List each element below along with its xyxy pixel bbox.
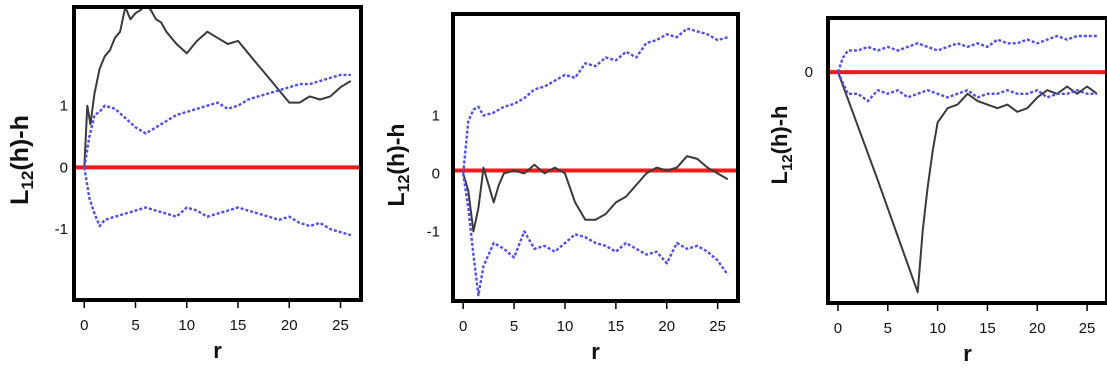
plot-area bbox=[74, 7, 361, 237]
x-tick-label: 15 bbox=[608, 318, 625, 335]
x-tick-label: 20 bbox=[1029, 320, 1046, 337]
x-tick-label: 10 bbox=[929, 320, 946, 337]
y-tick-label: 0 bbox=[432, 165, 440, 182]
chart-panel-3: 0 5 10 15 20 25 0 r L12(h)-h bbox=[767, 16, 1107, 366]
x-tick-label: 10 bbox=[178, 317, 195, 334]
y-tick-label: 1 bbox=[432, 107, 440, 124]
y-tick-label: 1 bbox=[60, 98, 68, 115]
upper-envelope-line bbox=[83, 73, 351, 168]
lower-envelope-line bbox=[836, 71, 1097, 103]
y-axis-label-main: L bbox=[767, 171, 792, 184]
observed-line bbox=[837, 71, 1098, 294]
x-tick-label: 5 bbox=[131, 317, 139, 334]
y-axis-label-subscript: 12 bbox=[18, 171, 37, 190]
x-tick-label: 25 bbox=[332, 317, 349, 334]
x-tick-label: 0 bbox=[80, 317, 88, 334]
x-tick-label: 25 bbox=[709, 318, 726, 335]
observed-line bbox=[462, 155, 729, 233]
plot-frame bbox=[72, 5, 363, 302]
plot-frame bbox=[451, 12, 740, 303]
y-axis-label-main: L bbox=[383, 192, 409, 206]
x-tick-label: 0 bbox=[834, 320, 842, 337]
y-axis-label: L12(h)-h bbox=[383, 124, 413, 207]
x-tick-label: 15 bbox=[230, 317, 247, 334]
x-tick-label: 20 bbox=[658, 318, 675, 335]
y-axis-label: L12(h)-h bbox=[6, 115, 37, 205]
y-axis-label-rest: (h)-h bbox=[383, 124, 409, 175]
x-axis-label: r bbox=[591, 339, 600, 364]
x-tick-label: 15 bbox=[979, 320, 996, 337]
x-tick-label: 20 bbox=[281, 317, 298, 334]
y-axis-label-rest: (h)-h bbox=[767, 106, 792, 155]
upper-envelope-line bbox=[836, 34, 1097, 73]
x-tick-label: 5 bbox=[510, 318, 518, 335]
y-axis-label-subscript: 12 bbox=[396, 175, 413, 193]
plot-area bbox=[828, 34, 1107, 294]
lower-envelope-line bbox=[462, 173, 729, 297]
y-tick-label: -1 bbox=[55, 221, 68, 238]
y-tick-label: 0 bbox=[60, 159, 68, 176]
lower-envelope-line bbox=[83, 167, 352, 237]
x-axis-label: r bbox=[963, 341, 972, 366]
y-tick-label: -1 bbox=[427, 223, 440, 240]
upper-envelope-line bbox=[462, 27, 729, 174]
y-axis-label-subscript: 12 bbox=[779, 154, 796, 171]
plot-frame bbox=[826, 16, 1107, 305]
y-tick-label: 0 bbox=[805, 64, 813, 81]
plot-area bbox=[453, 27, 738, 297]
x-tick-label: 5 bbox=[884, 320, 892, 337]
y-axis-label: L12(h)-h bbox=[767, 106, 796, 185]
x-tick-label: 0 bbox=[459, 318, 467, 335]
x-axis-label: r bbox=[213, 338, 222, 363]
observed-line bbox=[83, 7, 352, 168]
x-tick-label: 25 bbox=[1079, 320, 1096, 337]
y-axis-label-rest: (h)-h bbox=[6, 115, 34, 171]
y-axis-label-main: L bbox=[6, 190, 34, 205]
x-tick-label: 10 bbox=[557, 318, 574, 335]
